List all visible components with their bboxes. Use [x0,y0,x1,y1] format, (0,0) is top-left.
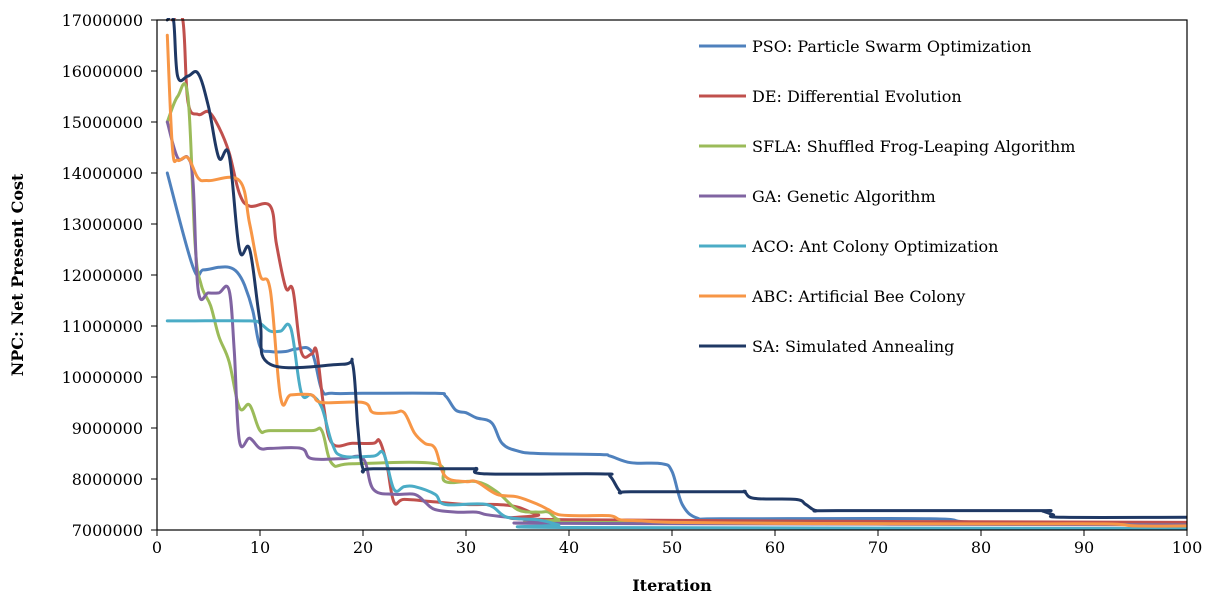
tick-labels: 0 10 20 30 40 50 60 70 80 90 100 7000000 8000000 9000… [62,11,1203,557]
legend: PSO: Particle Swarm Optimization DE: Diff… [699,37,1075,356]
legend-label-sa: SA: Simulated Annealing [752,337,954,356]
series-line-pso [165,171,1187,526]
y-tick-label: 8000000 [72,470,143,489]
y-tick-label: 13000000 [62,215,143,234]
series-line-aco [165,319,1187,530]
y-tick-label: 7000000 [72,521,143,540]
y-tick-label: 10000000 [62,368,143,387]
legend-label-sfla: SFLA: Shuffled Frog-Leaping Algorithm [752,137,1075,156]
y-tick-label: 9000000 [72,419,143,438]
series-line-abc [165,33,1187,528]
series-line-sfla [165,82,1187,527]
legend-label-ga: GA: Genetic Algorithm [752,187,936,206]
series-line-de [170,18,1187,524]
series-layer [165,18,1187,530]
x-tick-label: 50 [662,538,682,557]
y-tick-label: 15000000 [62,113,143,132]
series-line-sa [165,18,1187,519]
x-tick-label: 60 [765,538,785,557]
plot-frame [156,19,1188,531]
legend-label-de: DE: Differential Evolution [752,87,962,106]
x-tick-label: 0 [152,538,162,557]
legend-label-pso: PSO: Particle Swarm Optimization [752,37,1031,56]
y-axis-title: NPC: Net Present Cost [8,173,27,376]
x-tick-label: 70 [868,538,888,557]
y-tick-label: 11000000 [62,317,143,336]
legend-label-abc: ABC: Artificial Bee Colony [751,287,965,306]
y-tick-label: 14000000 [62,164,143,183]
x-tick-label: 30 [456,538,476,557]
x-axis-title: Iteration [632,576,712,595]
x-tick-label: 40 [559,538,579,557]
series-line-ga [165,120,1187,527]
x-tick-label: 80 [971,538,991,557]
axes [151,19,1188,536]
x-tick-label: 100 [1172,538,1203,557]
x-tick-label: 10 [250,538,270,557]
y-tick-label: 16000000 [62,62,143,81]
y-tick-label: 17000000 [62,11,143,30]
x-tick-label: 20 [353,538,373,557]
y-tick-label: 12000000 [62,266,143,285]
x-tick-label: 90 [1074,538,1094,557]
legend-label-aco: ACO: Ant Colony Optimization [751,237,998,256]
